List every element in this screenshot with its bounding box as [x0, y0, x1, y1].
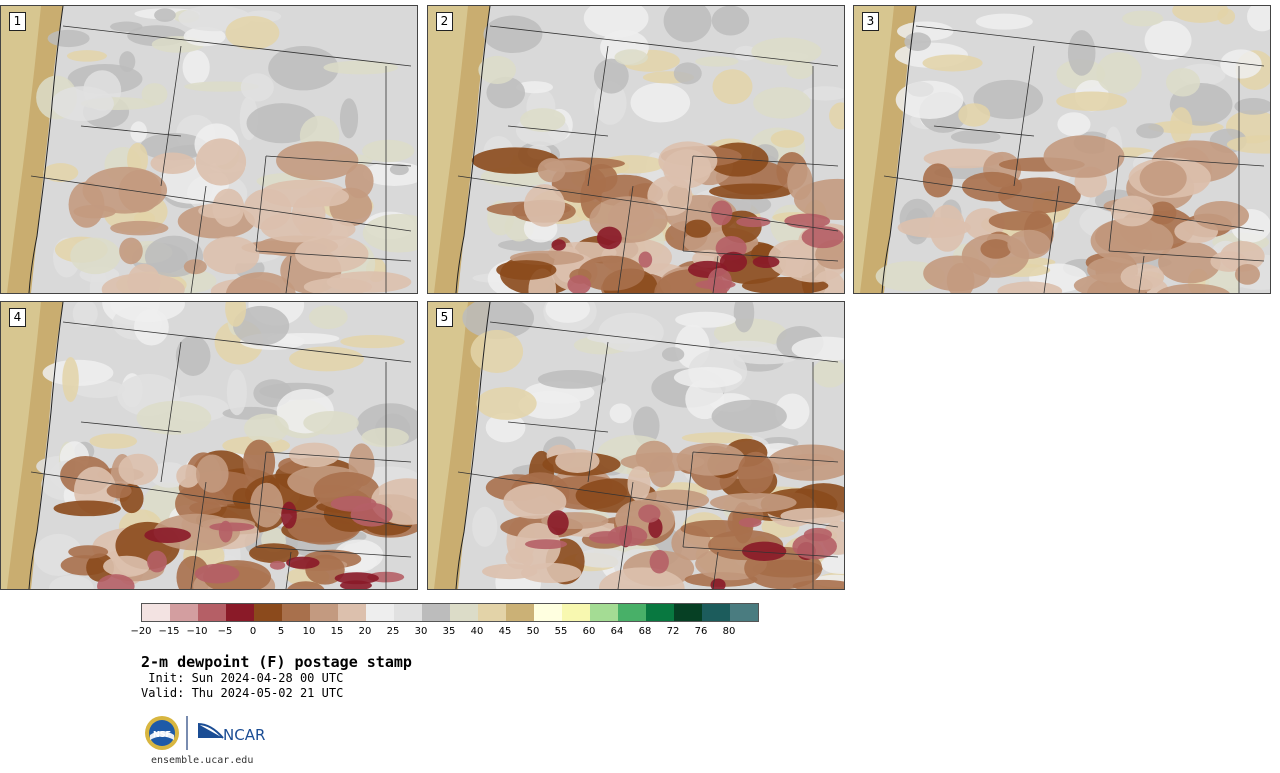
panel-number-2: 2: [436, 12, 453, 31]
colorbar-swatch: [478, 604, 506, 621]
dewpoint-map-3: [854, 6, 1270, 293]
colorbar-swatch: [562, 604, 590, 621]
panel-number-1: 1: [9, 12, 26, 31]
colorbar-tick-label: 40: [470, 626, 484, 637]
dewpoint-map-2: [428, 6, 844, 293]
panel-number-3: 3: [862, 12, 879, 31]
colorbar-swatch: [142, 604, 170, 621]
colorbar-tick-label: 5: [277, 626, 285, 637]
colorbar-tick-label: 50: [526, 626, 540, 637]
valid-time: Valid: Thu 2024-05-02 21 UTC: [141, 686, 344, 700]
colorbar-tick-label: 60: [582, 626, 596, 637]
dewpoint-map-5: [428, 302, 844, 589]
colorbar-tick-label: 15: [330, 626, 344, 637]
colorbar-swatch: [170, 604, 198, 621]
colorbar-swatch: [198, 604, 226, 621]
colorbar-swatch: [282, 604, 310, 621]
map-panel-3: 3: [853, 5, 1271, 294]
colorbar-tick-label: 64: [610, 626, 624, 637]
colorbar-tick-label: 35: [442, 626, 456, 637]
chart-title: 2-m dewpoint (F) postage stamp: [141, 653, 412, 671]
colorbar: [141, 603, 759, 622]
nsf-logo-text: NSF: [153, 730, 171, 739]
logos: NSF NCAR: [145, 716, 265, 750]
colorbar-swatch: [338, 604, 366, 621]
colorbar-swatch: [674, 604, 702, 621]
map-panel-1: 1: [0, 5, 418, 294]
nsf-logo: NSF: [145, 716, 179, 750]
colorbar-swatch: [394, 604, 422, 621]
colorbar-tick-label: 72: [666, 626, 680, 637]
colorbar-swatch: [618, 604, 646, 621]
map-panel-2: 2: [427, 5, 845, 294]
colorbar-tick-label: −10: [186, 626, 208, 637]
colorbar-swatch: [534, 604, 562, 621]
colorbar-tick-label: 76: [694, 626, 708, 637]
colorbar-ticks: −20 −15 −10 −5 0 5 10 15 20 25 30 35 40 45 50 55 60 64 68 7…: [130, 626, 781, 640]
colorbar-tick-label: 25: [386, 626, 400, 637]
colorbar-swatch: [702, 604, 730, 621]
ncar-logo-text: NCAR: [223, 726, 265, 744]
colorbar-swatch: [422, 604, 450, 621]
colorbar-tick-label: 20: [358, 626, 372, 637]
map-panel-4: 4: [0, 301, 418, 590]
colorbar-swatch: [254, 604, 282, 621]
panel-number-4: 4: [9, 308, 26, 327]
colorbar-swatch: [310, 604, 338, 621]
colorbar-tick-label: 10: [302, 626, 316, 637]
colorbar-tick-label: 80: [722, 626, 736, 637]
colorbar-swatch: [590, 604, 618, 621]
colorbar-tick-label: 45: [498, 626, 512, 637]
colorbar-swatch: [226, 604, 254, 621]
map-panel-5: 5: [427, 301, 845, 590]
colorbar-tick-label: 30: [414, 626, 428, 637]
init-time: Init: Sun 2024-04-28 00 UTC: [141, 671, 344, 685]
website-url: ensemble.ucar.edu: [151, 755, 254, 766]
colorbar-swatch: [366, 604, 394, 621]
ncar-logo: NCAR: [197, 723, 265, 744]
colorbar-swatch: [730, 604, 758, 621]
colorbar-tick-label: 0: [249, 626, 257, 637]
colorbar-tick-label: 68: [638, 626, 652, 637]
colorbar-swatch: [646, 604, 674, 621]
colorbar-swatch: [506, 604, 534, 621]
colorbar-tick-label: 55: [554, 626, 568, 637]
dewpoint-map-4: [1, 302, 417, 589]
dewpoint-map-1: [1, 6, 417, 293]
colorbar-tick-label: −15: [158, 626, 180, 637]
colorbar-tick-label: −20: [130, 626, 152, 637]
colorbar-swatch: [450, 604, 478, 621]
panel-number-5: 5: [436, 308, 453, 327]
colorbar-tick-label: −5: [217, 626, 233, 637]
